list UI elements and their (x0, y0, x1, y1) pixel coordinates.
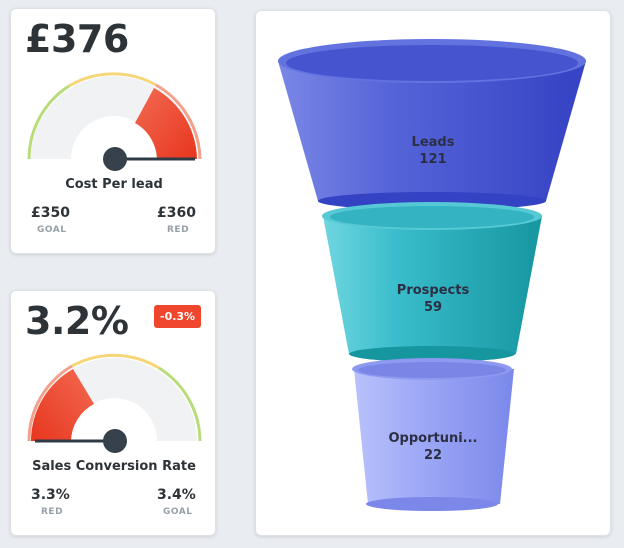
conversion-goal-value: 3.4% (157, 487, 196, 503)
funnel-segment-opportunities[interactable]: Opportuni... 22 (352, 358, 514, 511)
conversion-title: Sales Conversion Rate (32, 459, 196, 474)
funnel-value-opportunities: 22 (424, 448, 442, 463)
funnel-value-prospects: 59 (424, 300, 442, 315)
cost-per-lead-value: £376 (25, 17, 129, 61)
cost-per-lead-title: Cost Per lead (65, 177, 163, 192)
cost-red-value: £360 (157, 205, 196, 221)
funnel-value-leads: 121 (419, 152, 446, 167)
funnel-label-opportunities: Opportuni... (388, 431, 477, 446)
cost-red-label: RED (167, 225, 190, 235)
conversion-goal-label: GOAL (163, 507, 193, 517)
cost-per-lead-gauge (27, 72, 202, 171)
sales-funnel-card: Leads 121 Prospects 59 Opportuni... 22 (255, 10, 611, 536)
cost-goal-label: GOAL (37, 225, 67, 235)
conversion-rate-value: 3.2% (25, 299, 129, 343)
funnel-label-prospects: Prospects (397, 283, 470, 298)
conversion-red-value: 3.3% (31, 487, 70, 503)
funnel-segment-leads[interactable]: Leads 121 (278, 39, 586, 210)
funnel-label-leads: Leads (412, 135, 455, 150)
sales-funnel-chart: Leads 121 Prospects 59 Opportuni... 22 (278, 39, 586, 511)
funnel-segment-prospects[interactable]: Prospects 59 (322, 202, 542, 362)
conversion-change-badge: -0.3% (154, 305, 202, 328)
conversion-gauge (27, 353, 202, 453)
conversion-red-label: RED (41, 507, 64, 517)
cost-goal-value: £350 (31, 205, 70, 221)
sales-conversion-card: 3.2% -0.3% Sales Conversion Rate 3.3% RE… (10, 290, 216, 536)
cost-per-lead-card: £376 Cost Per lead £350 GOAL £360 RED (10, 8, 216, 254)
